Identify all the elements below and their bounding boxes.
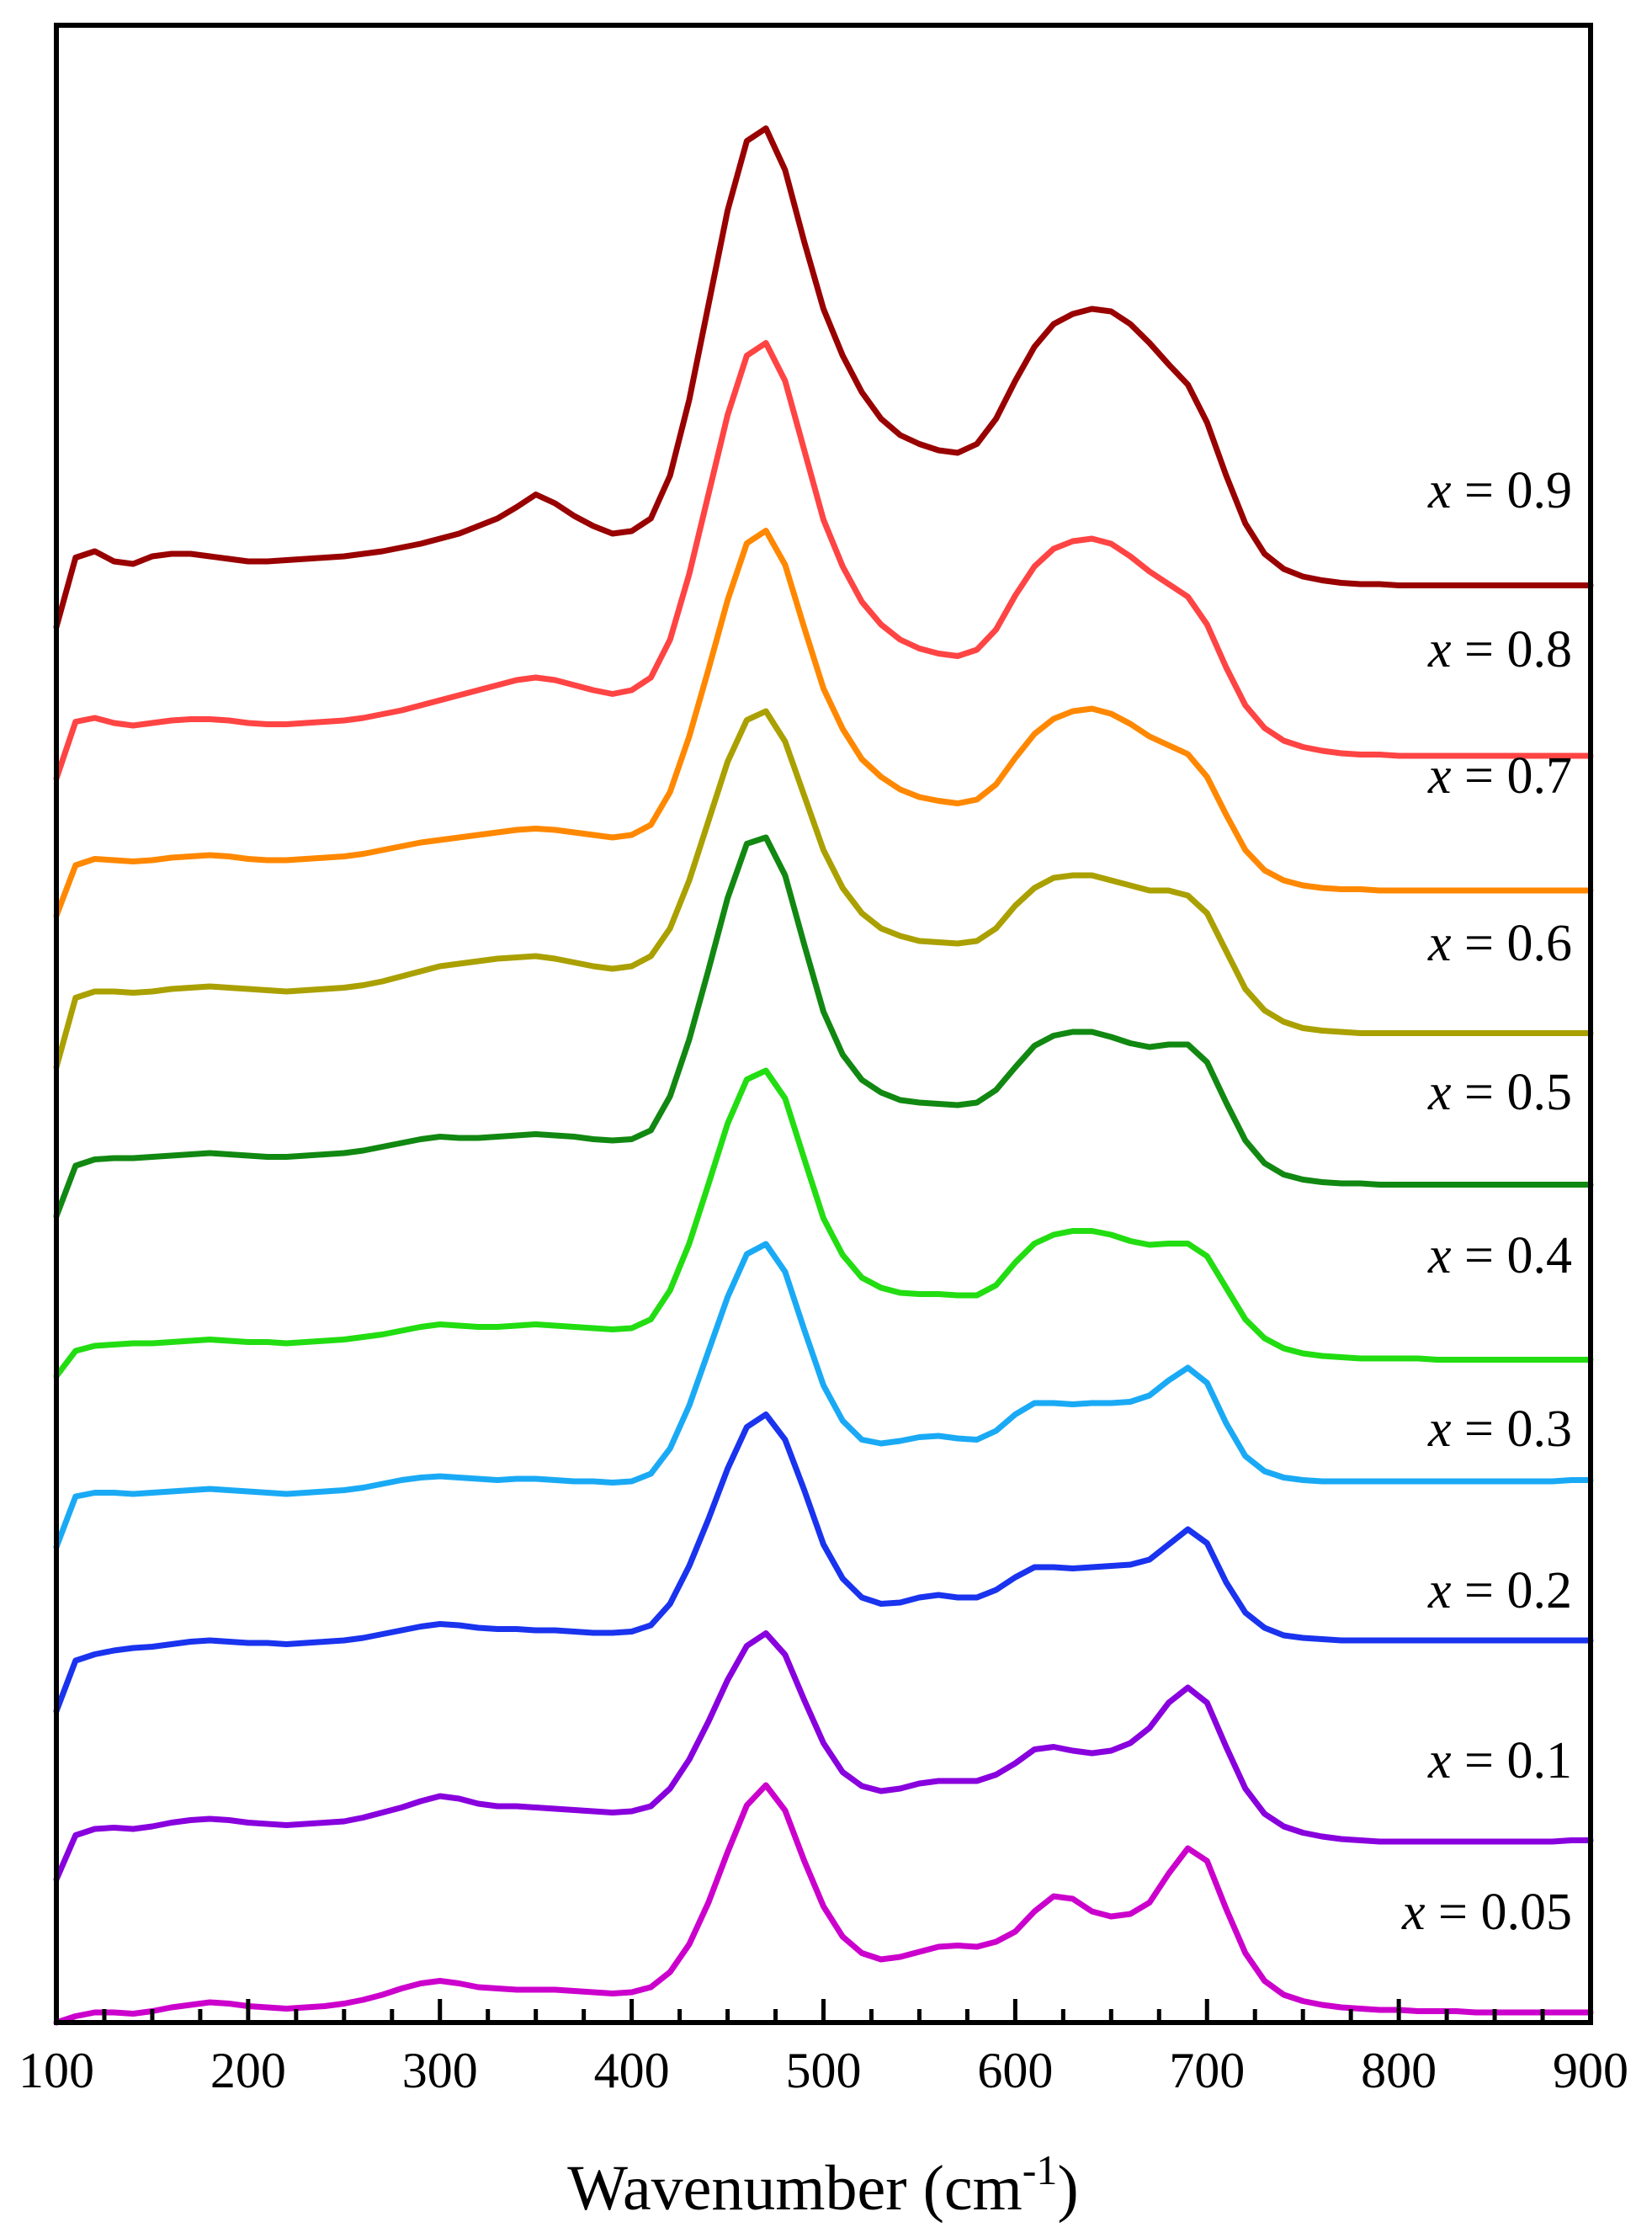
series-line-0.2 — [53, 1411, 1594, 1714]
series-line-0.9 — [53, 125, 1594, 630]
series-line-0.6 — [53, 708, 1594, 1071]
x-tick-label-400: 400 — [594, 2043, 670, 2098]
series-label-0.7: x = 0.7 — [1427, 747, 1572, 805]
x-tick-label-800: 800 — [1361, 2043, 1437, 2098]
series-label-0.5: x = 0.5 — [1427, 1064, 1572, 1121]
x-tick-label-200: 200 — [210, 2043, 286, 2098]
series-label-0.6: x = 0.6 — [1427, 915, 1572, 972]
series-label-0.4: x = 0.4 — [1427, 1227, 1572, 1284]
series-line-0.1 — [53, 1630, 1594, 1883]
series-label-0.9: x = 0.9 — [1427, 462, 1572, 519]
x-tick-label-600: 600 — [977, 2043, 1053, 2098]
x-tick-label-100: 100 — [19, 2043, 94, 2098]
series-label-0.05: x = 0.05 — [1401, 1884, 1572, 1941]
series-layer — [53, 125, 1594, 2026]
x-tick-label-700: 700 — [1169, 2043, 1245, 2098]
series-line-0.7 — [53, 528, 1594, 919]
series-line-0.8 — [53, 340, 1594, 782]
series-line-0.4 — [53, 1067, 1594, 1379]
series-line-0.05 — [53, 1782, 1594, 2026]
x-axis-title: Wavenumber (cm-1) — [567, 2146, 1078, 2224]
series-line-0.3 — [53, 1241, 1594, 1550]
x-tick-label-900: 900 — [1553, 2043, 1628, 2098]
series-label-layer: x = 0.05 x = 0.1 x = 0.2 x = 0.3 x = 0.4 x = … — [1401, 462, 1572, 1941]
series-label-0.1: x = 0.1 — [1427, 1732, 1572, 1789]
series-label-0.3: x = 0.3 — [1427, 1401, 1572, 1458]
plot-frame — [54, 23, 1593, 2025]
x-tick-label-500: 500 — [786, 2043, 862, 2098]
series-label-0.8: x = 0.8 — [1427, 621, 1572, 678]
x-tick-label-300: 300 — [402, 2043, 478, 2098]
series-line-0.5 — [53, 834, 1594, 1220]
x-axis-title-superscript: -1 — [1023, 2146, 1058, 2193]
x-axis: 100 200 300 400 500 600 700 800 900 — [19, 1999, 1628, 2098]
series-label-0.2: x = 0.2 — [1427, 1562, 1572, 1619]
